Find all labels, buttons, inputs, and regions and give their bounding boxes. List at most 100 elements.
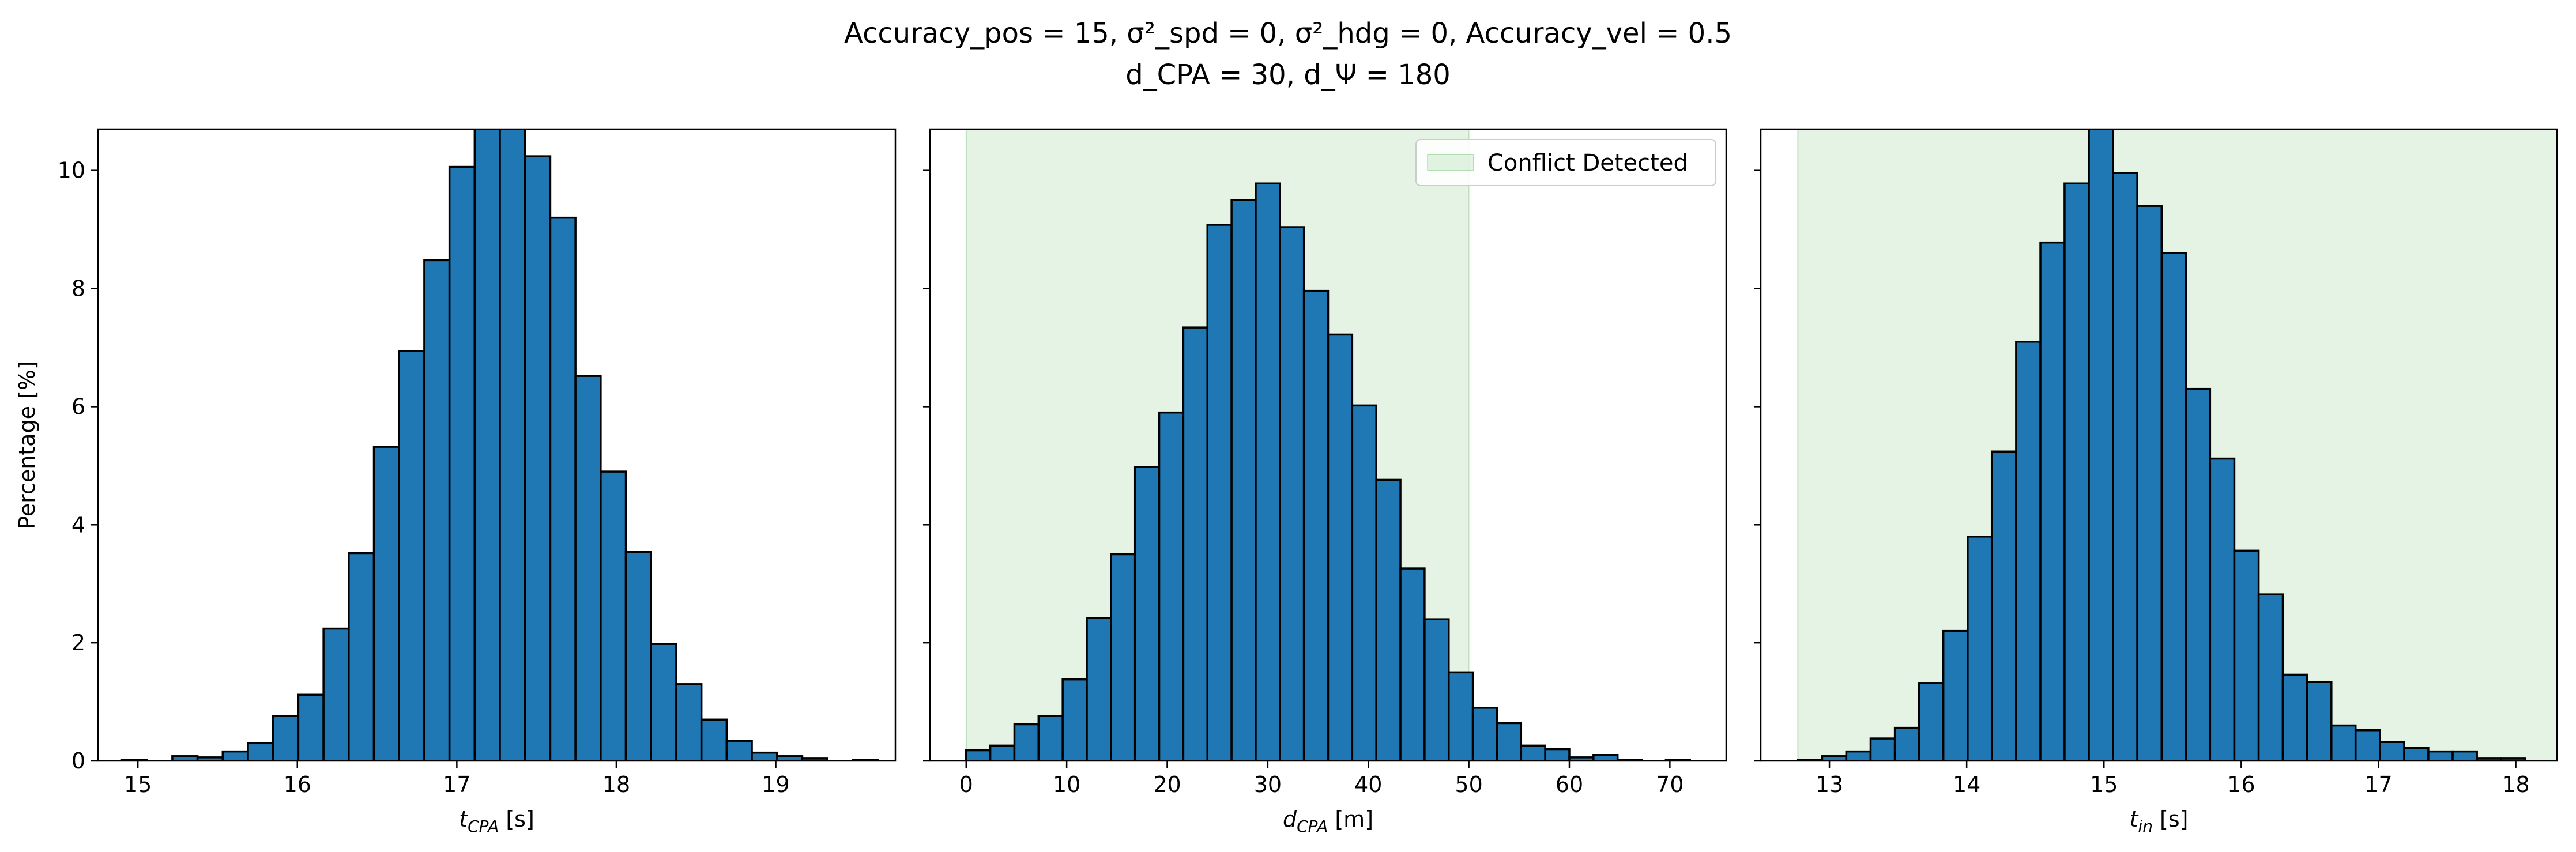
histogram-bar: [1230, 199, 1257, 761]
histogram-bar: [2257, 593, 2284, 761]
axes-frame: [1760, 128, 2558, 762]
axes-frame: [97, 128, 897, 762]
dcpa-histogram-panel: 0 10 20 30 40 50 60 70 dCPA [m] Conflict Detected: [923, 128, 1727, 836]
histogram-bar: [2039, 241, 2066, 761]
histogram-bar: [1893, 726, 1920, 761]
histogram-bar: [2209, 457, 2236, 761]
x-tick-label: 16: [2227, 772, 2255, 797]
histogram-bar: [1520, 744, 1546, 761]
histogram-bar: [624, 551, 652, 761]
histogram-bar: [1447, 671, 1474, 761]
histogram-bar: [2354, 729, 2381, 761]
histogram-bar: [348, 552, 375, 761]
histogram-bar: [1279, 226, 1305, 761]
plot-area: [1797, 129, 2557, 761]
axes-frame: [929, 128, 1727, 762]
histogram-bar: [2088, 129, 2114, 761]
histogram-bar: [2233, 549, 2260, 761]
x-axis-label: tCPA [s]: [459, 806, 534, 836]
histogram-bar: [1967, 536, 1993, 761]
histogram-bar: [1471, 707, 1498, 761]
histogram-bar: [1110, 553, 1136, 761]
histogram-bar: [1375, 478, 1402, 761]
histogram-bar: [2160, 252, 2187, 761]
histogram-bar: [247, 742, 274, 761]
histogram-bar: [1133, 466, 1161, 761]
y-tick-label: 4: [71, 512, 85, 537]
histogram-bar: [965, 749, 992, 761]
histogram-bar: [1990, 450, 2017, 761]
histogram-bar: [2451, 750, 2478, 761]
histogram-bar: [549, 216, 577, 761]
tin-histogram-panel: 13 14 15 16 17 18 tin [s]: [1754, 128, 2558, 836]
tcpa-histogram-panel: 15 16 17 18 19 0 2 4 6 8 10 tCPA [s] Percentage [%]: [14, 128, 897, 836]
histogram-bar: [372, 446, 400, 761]
x-tick-label: 40: [1354, 772, 1382, 797]
histogram-bar: [1351, 404, 1377, 761]
histogram-bar: [2500, 757, 2526, 761]
x-tick-label: 0: [959, 772, 973, 797]
histogram-bar: [398, 350, 425, 761]
histogram-bar: [1423, 618, 1450, 761]
histogram-bar: [989, 744, 1016, 761]
plot-area: [965, 129, 1691, 761]
histogram-bar: [725, 740, 753, 761]
histogram-bar: [1255, 182, 1281, 761]
histogram-bar: [1158, 411, 1185, 761]
x-tick-label: 18: [602, 772, 630, 797]
x-tick-label: 14: [1953, 772, 1980, 797]
histogram-bar: [499, 129, 526, 761]
histogram-bar: [2427, 750, 2454, 761]
histogram-bar: [1942, 629, 1969, 761]
plot-area: [120, 129, 879, 761]
x-tick-label: 18: [2502, 772, 2529, 797]
x-tick-label: 15: [2090, 772, 2118, 797]
x-tick-label: 50: [1455, 772, 1482, 797]
histogram-bar: [272, 715, 300, 761]
histogram-bar: [1918, 682, 1945, 761]
y-tick-label: 0: [71, 748, 85, 774]
legend-label: Conflict Detected: [1487, 150, 1688, 176]
x-tick-label: 17: [2364, 772, 2392, 797]
histogram-bar: [2136, 205, 2163, 761]
legend-box: [1415, 139, 1716, 186]
x-tick-label: 15: [124, 772, 152, 797]
x-tick-label: 17: [443, 772, 470, 797]
histogram-bar: [700, 718, 728, 761]
y-tick-label: 6: [71, 394, 85, 419]
histogram-bar: [2379, 741, 2405, 761]
figure-title-line-1: Accuracy_pos = 15, σ²_spd = 0, σ²_hdg = …: [844, 17, 1732, 50]
histogram-bar: [2281, 673, 2308, 761]
y-tick-label: 2: [71, 630, 85, 655]
histogram-bar: [1061, 678, 1088, 761]
histogram-bar: [1086, 617, 1112, 761]
x-tick-label: 16: [284, 772, 311, 797]
histogram-bar: [423, 259, 451, 761]
histogram-bar: [322, 627, 350, 761]
histogram-bar: [2306, 680, 2333, 761]
histogram-bar: [1302, 289, 1330, 761]
histogram-bar: [1013, 723, 1040, 761]
histogram-bar: [1592, 754, 1619, 761]
histogram-bar: [524, 155, 552, 761]
x-tick-label: 10: [1053, 772, 1080, 797]
x-tick-label: 30: [1254, 772, 1282, 797]
histogram-bar: [1327, 333, 1354, 761]
histogram-bar: [801, 757, 828, 761]
histogram-bar: [2112, 172, 2138, 761]
x-axis-label: dCPA [m]: [1283, 806, 1373, 836]
histogram-bar: [2015, 340, 2042, 761]
x-tick-label: 20: [1153, 772, 1181, 797]
histogram-bar: [574, 375, 602, 761]
histogram-bar: [2330, 724, 2357, 761]
histogram-bar: [448, 165, 476, 761]
x-tick-label: 13: [1816, 772, 1843, 797]
x-axis-label: tin [s]: [2130, 806, 2189, 836]
histogram-bar: [2185, 387, 2212, 761]
x-tick-label: 60: [1556, 772, 1583, 797]
histogram-bar: [1037, 715, 1064, 761]
x-tick-label: 19: [762, 772, 789, 797]
histogram-bar: [650, 643, 677, 761]
histogram-bar: [600, 470, 627, 761]
